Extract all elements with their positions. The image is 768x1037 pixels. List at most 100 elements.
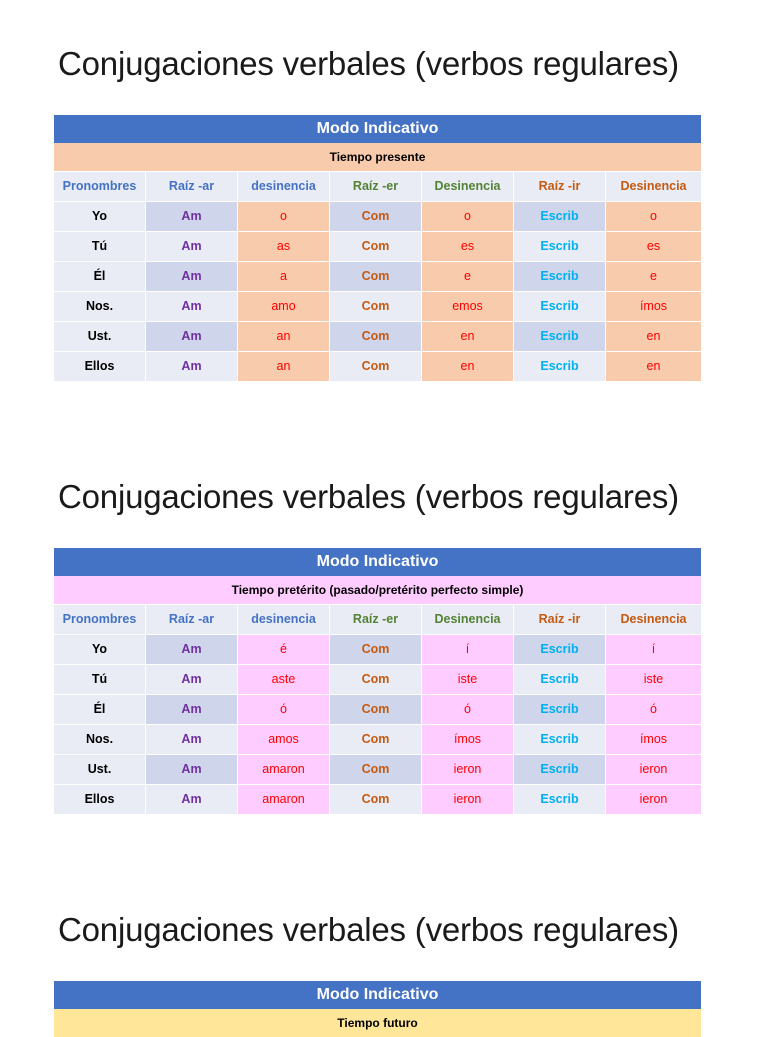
cell-pronoun: Tú	[54, 232, 146, 261]
cell-ending-ir: ieron	[606, 755, 701, 784]
cell-ending-ar: as	[238, 232, 330, 261]
cell-ending-er: ieron	[422, 755, 514, 784]
column-header-ending-ir: Desinencia	[606, 172, 701, 201]
page-title: Conjugaciones verbales (verbos regulares…	[58, 45, 679, 82]
cell-pronoun: Ust.	[54, 755, 146, 784]
cell-ending-ir: e	[606, 262, 701, 291]
cell-root-ar: Am	[146, 635, 238, 664]
cell-root-ar: Am	[146, 262, 238, 291]
table-body: Pronombres Raíz -ar desinencia Raíz -er Desi…	[54, 171, 701, 381]
cell-ending-ar: an	[238, 352, 330, 381]
cell-pronoun: Ellos	[54, 785, 146, 814]
cell-pronoun: Yo	[54, 202, 146, 231]
tense-header: Tiempo futuro	[54, 1009, 701, 1037]
cell-root-ir: Escrib	[514, 785, 606, 814]
cell-root-er: Com	[330, 352, 422, 381]
column-header-row: Pronombres Raíz -ar desinencia Raíz -er Desi…	[54, 604, 701, 634]
cell-pronoun: Ust.	[54, 322, 146, 351]
cell-ending-ar: a	[238, 262, 330, 291]
cell-root-ar: Am	[146, 755, 238, 784]
cell-root-er: Com	[330, 322, 422, 351]
cell-ending-er: ó	[422, 695, 514, 724]
cell-root-er: Com	[330, 262, 422, 291]
cell-ending-ir: en	[606, 322, 701, 351]
cell-ending-ir: ó	[606, 695, 701, 724]
cell-ending-er: ieron	[422, 785, 514, 814]
table-row: Ellos Am amaron Com ieron Escrib ieron	[54, 784, 701, 814]
column-header-ending-ir: Desinencia	[606, 605, 701, 634]
column-header-pronoun: Pronombres	[54, 172, 146, 201]
table-row: Él Am ó Com ó Escrib ó	[54, 694, 701, 724]
tense-header: Tiempo presente	[54, 143, 701, 171]
column-header-root-ir: Raíz -ir	[514, 172, 606, 201]
cell-ending-ir: en	[606, 352, 701, 381]
table-row: Nos. Am amo Com emos Escrib ímos	[54, 291, 701, 321]
cell-ending-ar: aste	[238, 665, 330, 694]
cell-ending-ir: ieron	[606, 785, 701, 814]
conjugation-table: Modo Indicativo Tiempo pretérito (pasado…	[54, 548, 701, 814]
column-header-ending-ar: desinencia	[238, 605, 330, 634]
cell-ending-ar: o	[238, 202, 330, 231]
cell-ending-er: en	[422, 352, 514, 381]
conjugation-table: Modo Indicativo Tiempo futuro	[54, 981, 701, 1037]
cell-ending-er: ímos	[422, 725, 514, 754]
cell-root-er: Com	[330, 292, 422, 321]
cell-ending-ar: amaron	[238, 755, 330, 784]
cell-ending-ir: es	[606, 232, 701, 261]
cell-root-ir: Escrib	[514, 202, 606, 231]
cell-ending-ar: an	[238, 322, 330, 351]
cell-root-ir: Escrib	[514, 725, 606, 754]
cell-pronoun: Yo	[54, 635, 146, 664]
page-title: Conjugaciones verbales (verbos regulares…	[58, 478, 679, 515]
cell-pronoun: Él	[54, 262, 146, 291]
mode-header: Modo Indicativo	[54, 548, 701, 576]
cell-root-ar: Am	[146, 352, 238, 381]
table-row: Nos. Am amos Com ímos Escrib ímos	[54, 724, 701, 754]
table-row: Él Am a Com e Escrib e	[54, 261, 701, 291]
cell-ending-ir: ímos	[606, 725, 701, 754]
column-header-root-ar: Raíz -ar	[146, 605, 238, 634]
column-header-row: Pronombres Raíz -ar desinencia Raíz -er Desi…	[54, 171, 701, 201]
cell-ending-er: iste	[422, 665, 514, 694]
cell-root-ar: Am	[146, 725, 238, 754]
mode-header: Modo Indicativo	[54, 115, 701, 143]
cell-root-er: Com	[330, 232, 422, 261]
cell-root-er: Com	[330, 665, 422, 694]
column-header-root-ar: Raíz -ar	[146, 172, 238, 201]
cell-root-er: Com	[330, 635, 422, 664]
cell-ending-er: es	[422, 232, 514, 261]
cell-root-er: Com	[330, 785, 422, 814]
column-header-ending-ar: desinencia	[238, 172, 330, 201]
cell-ending-er: o	[422, 202, 514, 231]
cell-ending-ir: ímos	[606, 292, 701, 321]
cell-root-ar: Am	[146, 695, 238, 724]
table-row: Ust. Am amaron Com ieron Escrib ieron	[54, 754, 701, 784]
cell-root-er: Com	[330, 725, 422, 754]
cell-root-ar: Am	[146, 292, 238, 321]
table-row: Ellos Am an Com en Escrib en	[54, 351, 701, 381]
cell-root-ir: Escrib	[514, 695, 606, 724]
cell-root-ar: Am	[146, 232, 238, 261]
page-title: Conjugaciones verbales (verbos regulares…	[58, 911, 679, 948]
cell-root-ir: Escrib	[514, 635, 606, 664]
cell-root-er: Com	[330, 695, 422, 724]
table-row: Yo Am é Com í Escrib í	[54, 634, 701, 664]
cell-ending-ar: é	[238, 635, 330, 664]
cell-root-ir: Escrib	[514, 262, 606, 291]
cell-ending-ar: amaron	[238, 785, 330, 814]
cell-ending-ir: o	[606, 202, 701, 231]
table-body: Pronombres Raíz -ar desinencia Raíz -er Desi…	[54, 604, 701, 814]
cell-pronoun: Nos.	[54, 292, 146, 321]
cell-root-ir: Escrib	[514, 755, 606, 784]
cell-ending-er: e	[422, 262, 514, 291]
column-header-root-ir: Raíz -ir	[514, 605, 606, 634]
cell-root-ir: Escrib	[514, 665, 606, 694]
table-row: Tú Am aste Com iste Escrib iste	[54, 664, 701, 694]
cell-pronoun: Nos.	[54, 725, 146, 754]
cell-root-er: Com	[330, 202, 422, 231]
column-header-root-er: Raíz -er	[330, 172, 422, 201]
conjugation-table: Modo Indicativo Tiempo presente Pronombr…	[54, 115, 701, 381]
column-header-ending-er: Desinencia	[422, 605, 514, 634]
mode-header: Modo Indicativo	[54, 981, 701, 1009]
table-row: Yo Am o Com o Escrib o	[54, 201, 701, 231]
